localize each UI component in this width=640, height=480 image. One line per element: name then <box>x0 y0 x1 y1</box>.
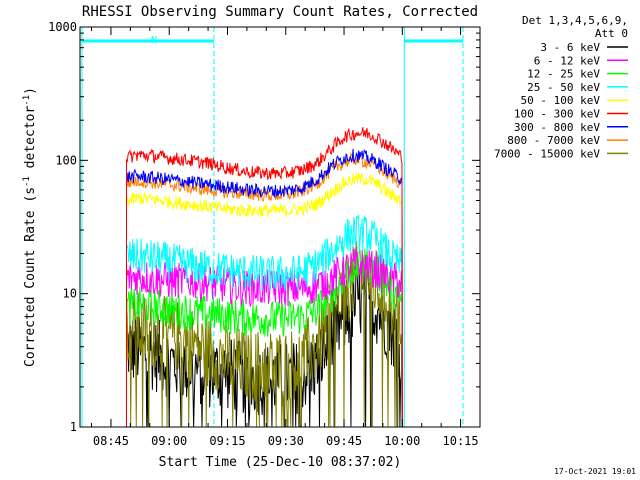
x-tick-label-0: 08:45 <box>93 434 129 448</box>
legend-label-6: 300 - 800 keV <box>514 121 600 134</box>
legend-label-7: 800 - 7000 keV <box>507 134 600 147</box>
legend-header-line-2: Att 0 <box>595 27 628 40</box>
y-axis-label: Corrected Count Rate (s-1 detector-1) <box>22 87 38 367</box>
series-layer <box>125 127 403 428</box>
y-tick-label-3: 1000 <box>48 20 77 34</box>
x-tick-label-4: 09:45 <box>326 434 362 448</box>
x-tick-label-3: 09:30 <box>268 434 304 448</box>
legend-label-5: 100 - 300 keV <box>514 108 600 121</box>
plot-frame <box>79 26 481 428</box>
legend-header-line-1: Det 1,3,4,5,6,9, <box>522 14 628 27</box>
y-axis-label-part-3: ) <box>23 87 38 95</box>
night-intervals <box>81 27 464 427</box>
legend-label-2: 12 - 25 keV <box>527 68 600 81</box>
x-tick-label-5: 10:00 <box>384 434 420 448</box>
y-axis-label-part-1: Corrected Count Rate (s <box>23 187 38 367</box>
footer-date: 17-Oct-2021 19:01 <box>554 467 636 476</box>
plot-area <box>81 27 464 428</box>
x-tick-label-1: 09:00 <box>151 434 187 448</box>
series-line-1 <box>125 247 403 428</box>
legend-label-3: 25 - 50 keV <box>527 81 600 94</box>
series-line-4 <box>125 172 403 428</box>
legend-label-4: 50 - 100 keV <box>521 94 601 107</box>
x-tick-label-2: 09:15 <box>209 434 245 448</box>
y-axis-label-sup-2: -1 <box>22 95 32 106</box>
x-axis: 08:45 09:00 09:15 09:30 09:45 10:00 10:15 <box>91 27 481 448</box>
legend-label-1: 6 - 12 keV <box>534 54 601 67</box>
y-axis-label-part-2: detector <box>23 106 38 177</box>
night-marker-label: N <box>151 35 157 46</box>
series-line-3 <box>125 214 403 428</box>
y-axis-label-sup-1: -1 <box>22 176 32 187</box>
series-line-7 <box>125 151 403 428</box>
legend-label-0: 3 - 6 keV <box>540 41 600 54</box>
x-tick-label-6: 10:15 <box>443 434 479 448</box>
y-tick-label-0: 1 <box>70 420 77 434</box>
legend-label-8: 7000 - 15000 keV <box>494 147 600 160</box>
series-line-5 <box>125 127 403 428</box>
y-axis: 1 10 100 1000 <box>48 20 480 434</box>
x-axis-label: Start Time (25-Dec-10 08:37:02) <box>159 455 402 470</box>
series-line-6 <box>125 148 403 428</box>
chart-title: RHESSI Observing Summary Count Rates, Co… <box>82 4 478 20</box>
y-tick-label-2: 100 <box>55 153 77 167</box>
y-tick-label-1: 10 <box>63 287 77 301</box>
